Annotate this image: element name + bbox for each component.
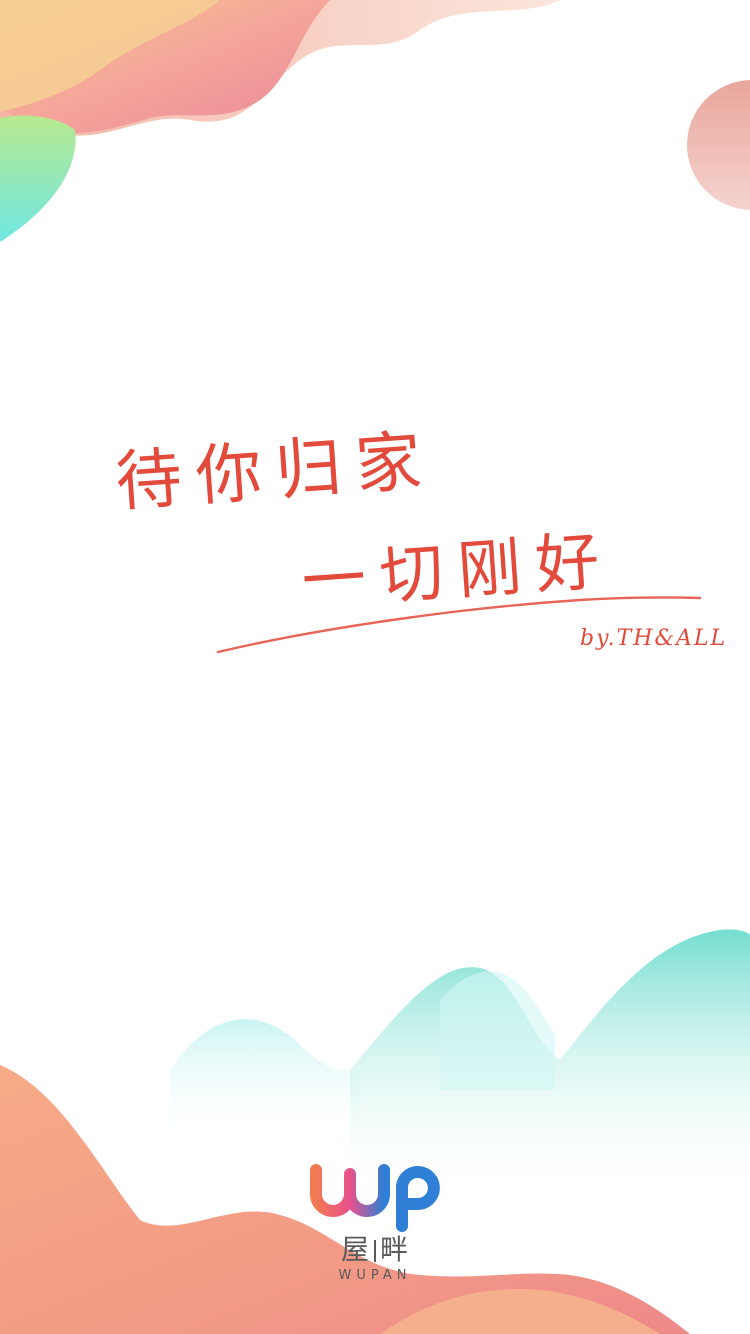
wupan-logo: wp 屋畔 WUPAN: [306, 1164, 444, 1288]
top-left-wave-decoration: [0, 0, 560, 242]
bottom-teal-hills-decoration: [170, 929, 750, 1200]
bottom-coral-wave-decoration: [0, 1065, 690, 1334]
top-right-circle-decoration: [687, 80, 750, 210]
wp-logo-mark-icon: wp: [310, 1164, 440, 1232]
slogan-underline-stroke: [216, 596, 702, 654]
brand-name-en: WUPAN: [338, 1268, 412, 1283]
brand-name-cn-right: 畔: [380, 1233, 410, 1266]
brand-name-separator: [374, 1240, 376, 1262]
brand-name-cn-left: 屋: [340, 1233, 370, 1266]
brand-name-cn: 屋畔: [306, 1234, 444, 1266]
slogan-signature: by.TH&ALL: [580, 626, 728, 651]
